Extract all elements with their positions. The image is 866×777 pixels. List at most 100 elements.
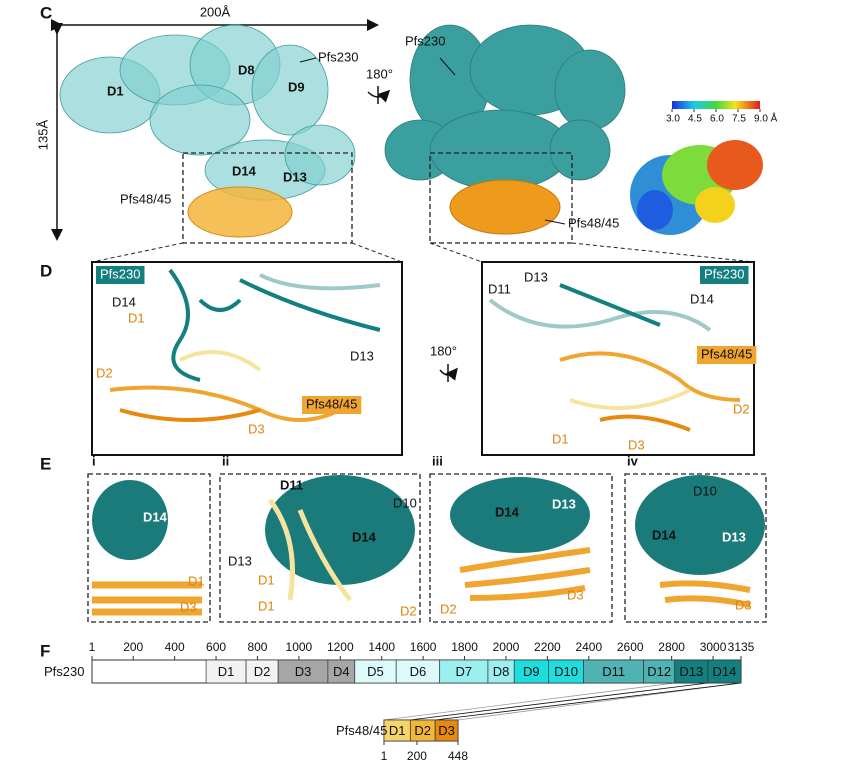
label: D10 bbox=[393, 495, 417, 510]
local-resolution-map bbox=[630, 140, 763, 235]
label: D14 bbox=[495, 504, 520, 519]
label: D14 bbox=[652, 527, 677, 542]
label: 180° bbox=[430, 343, 457, 358]
zoom-box bbox=[182, 152, 353, 244]
label: D1 bbox=[128, 310, 145, 325]
label: D3 bbox=[567, 587, 584, 602]
label: Pfs48/45 bbox=[336, 723, 387, 738]
pfs48-map-right bbox=[449, 179, 561, 235]
domain-label: D14 bbox=[713, 664, 737, 679]
label: D2 bbox=[96, 365, 113, 380]
label: D14 bbox=[232, 163, 257, 178]
panel-letter: C bbox=[40, 3, 52, 22]
domain bbox=[434, 719, 459, 742]
label: D1 bbox=[552, 431, 569, 446]
label: D13 bbox=[283, 169, 307, 184]
label: D14 bbox=[112, 294, 136, 309]
leader bbox=[544, 219, 566, 225]
domain-label: D7 bbox=[456, 664, 473, 679]
tick-label: 3135 bbox=[728, 640, 755, 654]
label: D3 bbox=[735, 597, 752, 612]
domain-label: D1 bbox=[389, 723, 406, 738]
label: 200Å bbox=[200, 4, 231, 19]
domain-label: D13 bbox=[679, 664, 703, 679]
panel-c-graphics bbox=[51, 19, 763, 263]
label: Pfs230 bbox=[100, 266, 140, 281]
label: D13 bbox=[552, 496, 576, 511]
tick-label: 2600 bbox=[617, 640, 644, 654]
label-box bbox=[700, 266, 749, 284]
label: Pfs48/45 bbox=[701, 346, 752, 361]
label: D1 bbox=[188, 573, 205, 588]
label: D3 bbox=[180, 599, 197, 614]
domain-label: D8 bbox=[493, 664, 510, 679]
cryoem-map-left bbox=[59, 24, 356, 201]
label: Pfs230 bbox=[704, 266, 744, 281]
domain bbox=[707, 659, 742, 684]
label: D13 bbox=[524, 269, 548, 284]
panel-letter: F bbox=[40, 641, 50, 660]
subpanel-box bbox=[219, 473, 421, 623]
domain-label: D6 bbox=[410, 664, 427, 679]
label: D14 bbox=[143, 509, 168, 524]
label: Pfs48/45 bbox=[568, 215, 619, 230]
ribbons-right bbox=[488, 283, 741, 432]
ribbon bbox=[267, 498, 353, 602]
label: D11 bbox=[280, 477, 303, 492]
label: D14 bbox=[690, 291, 714, 306]
label: D1 bbox=[107, 83, 124, 98]
subpanel-box bbox=[87, 473, 211, 623]
ribbons-left bbox=[109, 268, 381, 422]
subpanel-box bbox=[624, 473, 767, 623]
colorbar-tick-label: 7.5 bbox=[732, 114, 746, 125]
label: D3 bbox=[628, 437, 645, 452]
tick-label: 2200 bbox=[534, 640, 561, 654]
label: D11 bbox=[488, 281, 511, 296]
label: Pfs48/45 bbox=[120, 191, 171, 206]
tick-label: 2400 bbox=[575, 640, 602, 654]
tick-label: 1400 bbox=[368, 640, 395, 654]
tick-label: 1000 bbox=[286, 640, 313, 654]
tick-label: 2000 bbox=[493, 640, 520, 654]
label: D3 bbox=[248, 421, 265, 436]
label-box bbox=[697, 346, 757, 364]
ribbon bbox=[92, 581, 202, 616]
label: Pfs48/45 bbox=[306, 396, 357, 411]
panel-letter: E bbox=[40, 454, 51, 473]
panel-e-graphics bbox=[87, 473, 767, 623]
surface bbox=[635, 475, 765, 575]
tick-label: 1 bbox=[89, 640, 96, 654]
pfs48-map-left bbox=[187, 186, 293, 238]
leader bbox=[439, 57, 456, 76]
domain-label: D9 bbox=[523, 664, 540, 679]
label: D2 bbox=[440, 601, 457, 616]
label: Pfs230 bbox=[44, 664, 84, 679]
tick-label: 1200 bbox=[327, 640, 354, 654]
tick-label: 200 bbox=[407, 749, 427, 763]
surface bbox=[265, 475, 415, 585]
subpanel-box bbox=[429, 473, 613, 623]
colorbar-tick-label: 3.0 bbox=[666, 114, 680, 125]
tick-label: 2800 bbox=[658, 640, 685, 654]
cryoem-map-right bbox=[384, 24, 626, 191]
tick-label: 600 bbox=[206, 640, 226, 654]
ribbon bbox=[459, 547, 591, 601]
colorbar-tick-label: 9.0 Å bbox=[754, 112, 778, 125]
domain-label: D1 bbox=[218, 664, 235, 679]
label: iii bbox=[432, 453, 443, 468]
tick-label: 800 bbox=[247, 640, 267, 654]
zoom-panel bbox=[91, 261, 403, 456]
domain-label: D11 bbox=[602, 664, 625, 679]
label: D13 bbox=[722, 529, 746, 544]
label: D1 bbox=[258, 572, 275, 587]
panel-f-connectors bbox=[383, 682, 742, 721]
tick-label: 400 bbox=[165, 640, 185, 654]
label: D13 bbox=[350, 348, 374, 363]
label: D1 bbox=[258, 598, 275, 613]
panel-d-graphics bbox=[91, 261, 755, 456]
colorbar bbox=[672, 101, 760, 109]
leader bbox=[299, 57, 317, 63]
label: Pfs230 bbox=[318, 49, 358, 64]
label-box bbox=[96, 266, 145, 284]
